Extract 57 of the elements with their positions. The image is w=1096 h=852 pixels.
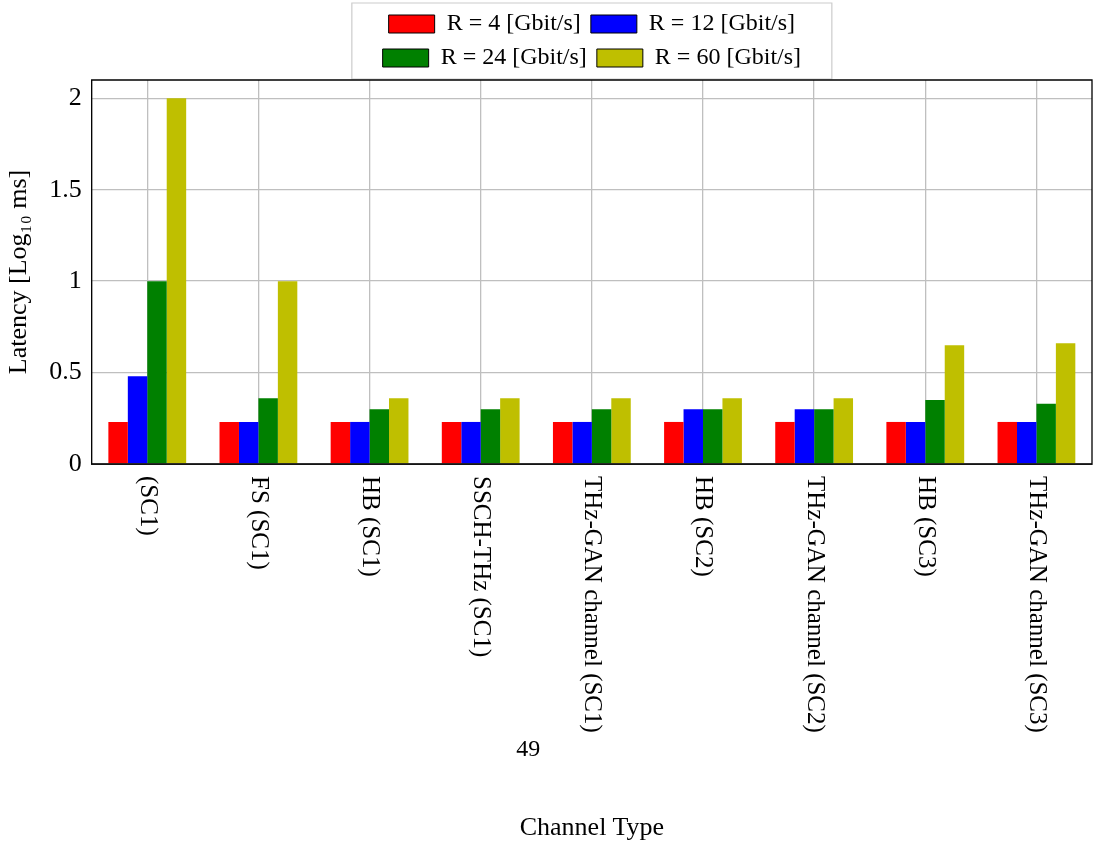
bar [369, 409, 390, 464]
y-tick-label: 1.5 [49, 173, 82, 203]
bar [350, 421, 370, 464]
bar [127, 376, 148, 464]
x-tick-label: THz-GAN channel (SC1) [579, 476, 608, 733]
bar [480, 409, 501, 464]
bar [166, 98, 187, 464]
bar [330, 421, 351, 464]
bar [572, 421, 592, 464]
bar [1036, 403, 1056, 464]
bar [219, 421, 239, 464]
legend-label: R = 12 [Gbit/s] [648, 9, 796, 36]
bar [925, 400, 945, 464]
bar [944, 345, 965, 464]
bar [258, 398, 278, 464]
x-tick-label: THz-GAN channel (SC3) [1023, 476, 1052, 733]
legend-label: R = 60 [Gbit/s] [654, 43, 802, 70]
bar [833, 398, 854, 464]
legend-label: R = 4 [Gbit/s] [446, 9, 581, 36]
y-axis-title: Latency [Log₁₀ ms] [3, 169, 33, 375]
x-tick-label: HB (SC1) [357, 476, 385, 577]
y-tick-label: 0 [68, 447, 82, 477]
bar [591, 409, 612, 464]
bar [664, 421, 684, 464]
bar [461, 421, 481, 464]
bar [814, 409, 834, 464]
bar [238, 421, 259, 464]
x-tick-label: HB (SC3) [912, 476, 941, 577]
bar [277, 281, 298, 464]
x-tick-label: HB (SC2) [690, 476, 719, 577]
bar [997, 421, 1017, 464]
bar [775, 421, 795, 464]
y-tick-label: 2 [68, 82, 82, 112]
y-tick-label: 1 [68, 264, 82, 294]
bar [500, 398, 520, 464]
x-axis-title: Channel Type [519, 812, 664, 842]
bar [147, 281, 167, 464]
y-tick-label: 0.5 [49, 356, 82, 386]
bar [886, 421, 906, 464]
bar [722, 398, 742, 464]
bar [683, 409, 703, 464]
bar [794, 409, 815, 464]
x-tick-label: (SC1) [134, 476, 163, 536]
bar [1016, 421, 1037, 464]
x-tick-label: THz-GAN channel (SC2) [801, 476, 830, 733]
legend-label: R = 24 [Gbit/s] [440, 43, 587, 70]
bar [905, 421, 926, 464]
bar [441, 421, 462, 464]
bar [108, 421, 128, 464]
bar [611, 398, 631, 464]
x-tick-label: SSCH-THz (SC1) [468, 476, 497, 658]
bar [552, 421, 573, 464]
text: 49 [516, 735, 541, 762]
bar [702, 409, 723, 464]
bar [389, 398, 409, 464]
bar [1055, 343, 1076, 464]
x-tick-label: FS (SC1) [245, 476, 274, 570]
